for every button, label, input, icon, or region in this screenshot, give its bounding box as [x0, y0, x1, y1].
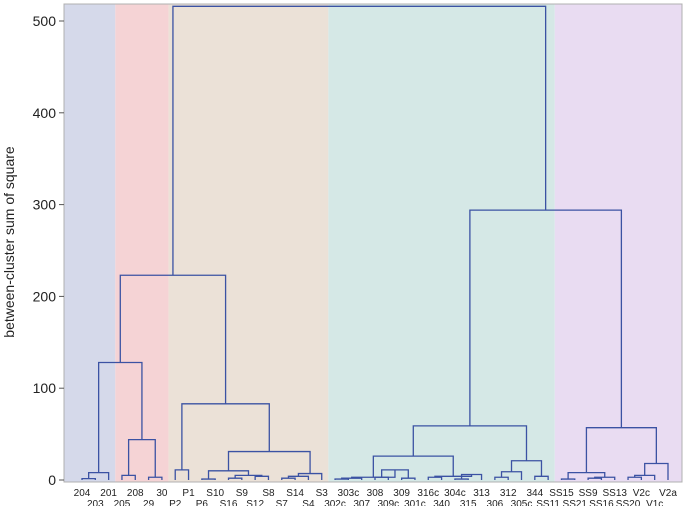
y-tick-label: 100 — [33, 380, 57, 396]
leaf-label: V1c — [646, 499, 663, 506]
leaf-label: SS15 — [549, 488, 574, 499]
leaf-label: 30 — [156, 488, 168, 499]
leaf-label: SS16 — [589, 499, 614, 506]
leaf-label: 29 — [143, 499, 155, 506]
y-tick-label: 400 — [33, 105, 57, 121]
cluster-region — [554, 4, 682, 482]
leaf-label: V2a — [659, 488, 677, 499]
leaf-label: S4 — [302, 499, 315, 506]
leaf-label: SS20 — [616, 499, 641, 506]
leaf-label: 315 — [460, 499, 477, 506]
leaf-label: S16 — [220, 499, 238, 506]
dendrogram-link — [172, 5, 547, 276]
leaf-label: 204 — [74, 488, 91, 499]
cluster-region — [168, 4, 329, 482]
leaf-label: 201 — [100, 488, 117, 499]
leaf-label: SS9 — [579, 488, 598, 499]
y-tick-label: 500 — [33, 13, 57, 29]
leaf-label: 208 — [127, 488, 144, 499]
leaf-label: 305c — [511, 499, 533, 506]
leaf-label: 340 — [433, 499, 450, 506]
y-tick-label: 200 — [33, 288, 57, 304]
leaf-label: SS21 — [563, 499, 588, 506]
leaf-label: SS11 — [536, 499, 560, 506]
leaf-label: 316c — [417, 488, 439, 499]
leaf-label: 309c — [377, 499, 399, 506]
leaf-label: 301c — [404, 499, 426, 506]
leaf-label: P6 — [196, 499, 209, 506]
leaf-label: 303c — [338, 488, 360, 499]
leaf-label: 306 — [487, 499, 504, 506]
leaf-label: S12 — [246, 499, 264, 506]
leaf-label: S10 — [206, 488, 224, 499]
leaf-label: S9 — [236, 488, 249, 499]
cluster-region — [64, 4, 116, 482]
y-axis: 0 100 200 300 400 500 — [33, 13, 64, 488]
leaf-label: 307 — [353, 499, 370, 506]
y-axis-label: between-cluster sum of square — [1, 146, 17, 338]
leaf-label: 309 — [393, 488, 410, 499]
cluster-region — [328, 4, 555, 482]
leaf-label: 344 — [526, 488, 543, 499]
leaf-label: 205 — [114, 499, 131, 506]
leaf-label: 203 — [87, 499, 104, 506]
leaf-labels: 2042032012052082930P2P1P6S10S16S9S12S8S7… — [74, 488, 678, 510]
y-tick-label: 300 — [33, 197, 57, 213]
leaf-label: 302c — [324, 499, 346, 506]
leaf-label: P1 — [182, 488, 195, 499]
leaf-label: S7 — [276, 499, 289, 506]
leaf-label: 308 — [367, 488, 384, 499]
leaf-label: S14 — [286, 488, 304, 499]
dendrogram-links — [81, 5, 669, 480]
cluster-regions — [64, 4, 682, 482]
leaf-label: 312 — [500, 488, 517, 499]
leaf-label: S3 — [316, 488, 329, 499]
y-tick-label: 0 — [48, 472, 56, 488]
leaf-label: V2c — [633, 488, 650, 499]
leaf-label: 304c — [444, 488, 466, 499]
leaf-label: S8 — [262, 488, 275, 499]
plot-frame — [63, 3, 683, 483]
leaf-label: 313 — [473, 488, 490, 499]
leaf-label: SS13 — [602, 488, 627, 499]
leaf-label: P2 — [169, 499, 182, 506]
